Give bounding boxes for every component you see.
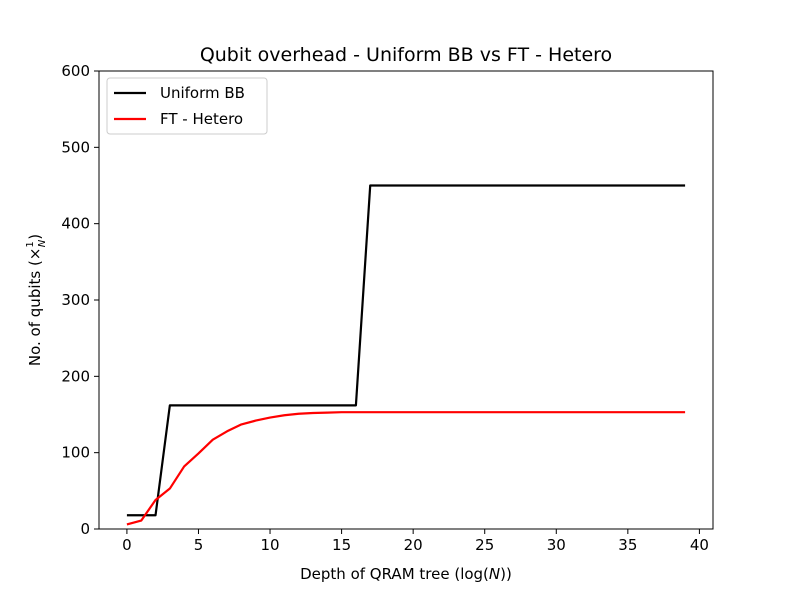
x-axis-label: Depth of QRAM tree (log(N)) (300, 565, 512, 583)
legend-label-ft-hetero: FT - Hetero (160, 110, 243, 128)
plot-content (126, 184, 686, 526)
y-tick-label: 600 (61, 62, 90, 80)
x-tick-label: 30 (547, 536, 566, 554)
y-tick-label: 100 (61, 444, 90, 462)
x-axis-ticks: 0 5 10 15 20 25 30 35 40 (122, 529, 709, 554)
legend: Uniform BB FT - Hetero (106, 77, 268, 135)
svg-text:No. of qubits (×1N): No. of qubits (×1N) (25, 234, 48, 366)
y-tick-label: 0 (80, 520, 90, 538)
x-tick-label: 40 (690, 536, 709, 554)
x-tick-label: 10 (260, 536, 279, 554)
x-tick-label: 20 (404, 536, 423, 554)
y-tick-label: 200 (61, 367, 90, 385)
x-tick-label: 15 (332, 536, 351, 554)
axes-frame (98, 70, 714, 530)
x-tick-label: 5 (194, 536, 204, 554)
y-axis-label: No. of qubits (×1N) (25, 234, 48, 366)
y-tick-label: 400 (61, 215, 90, 233)
legend-box (106, 77, 268, 135)
x-tick-label: 25 (475, 536, 494, 554)
y-tick-label: 300 (61, 291, 90, 309)
x-tick-label: 35 (618, 536, 637, 554)
y-axis-ticks: 0 100 200 300 400 500 600 (61, 62, 99, 538)
y-tick-label: 500 (61, 138, 90, 156)
legend-label-uniform-bb: Uniform BB (160, 84, 245, 102)
series-line-ft-hetero (126, 411, 686, 526)
chart-title: Qubit overhead - Uniform BB vs FT - Hete… (200, 44, 612, 66)
x-tick-label: 0 (122, 536, 132, 554)
series-line-uniform-bb (126, 184, 686, 517)
